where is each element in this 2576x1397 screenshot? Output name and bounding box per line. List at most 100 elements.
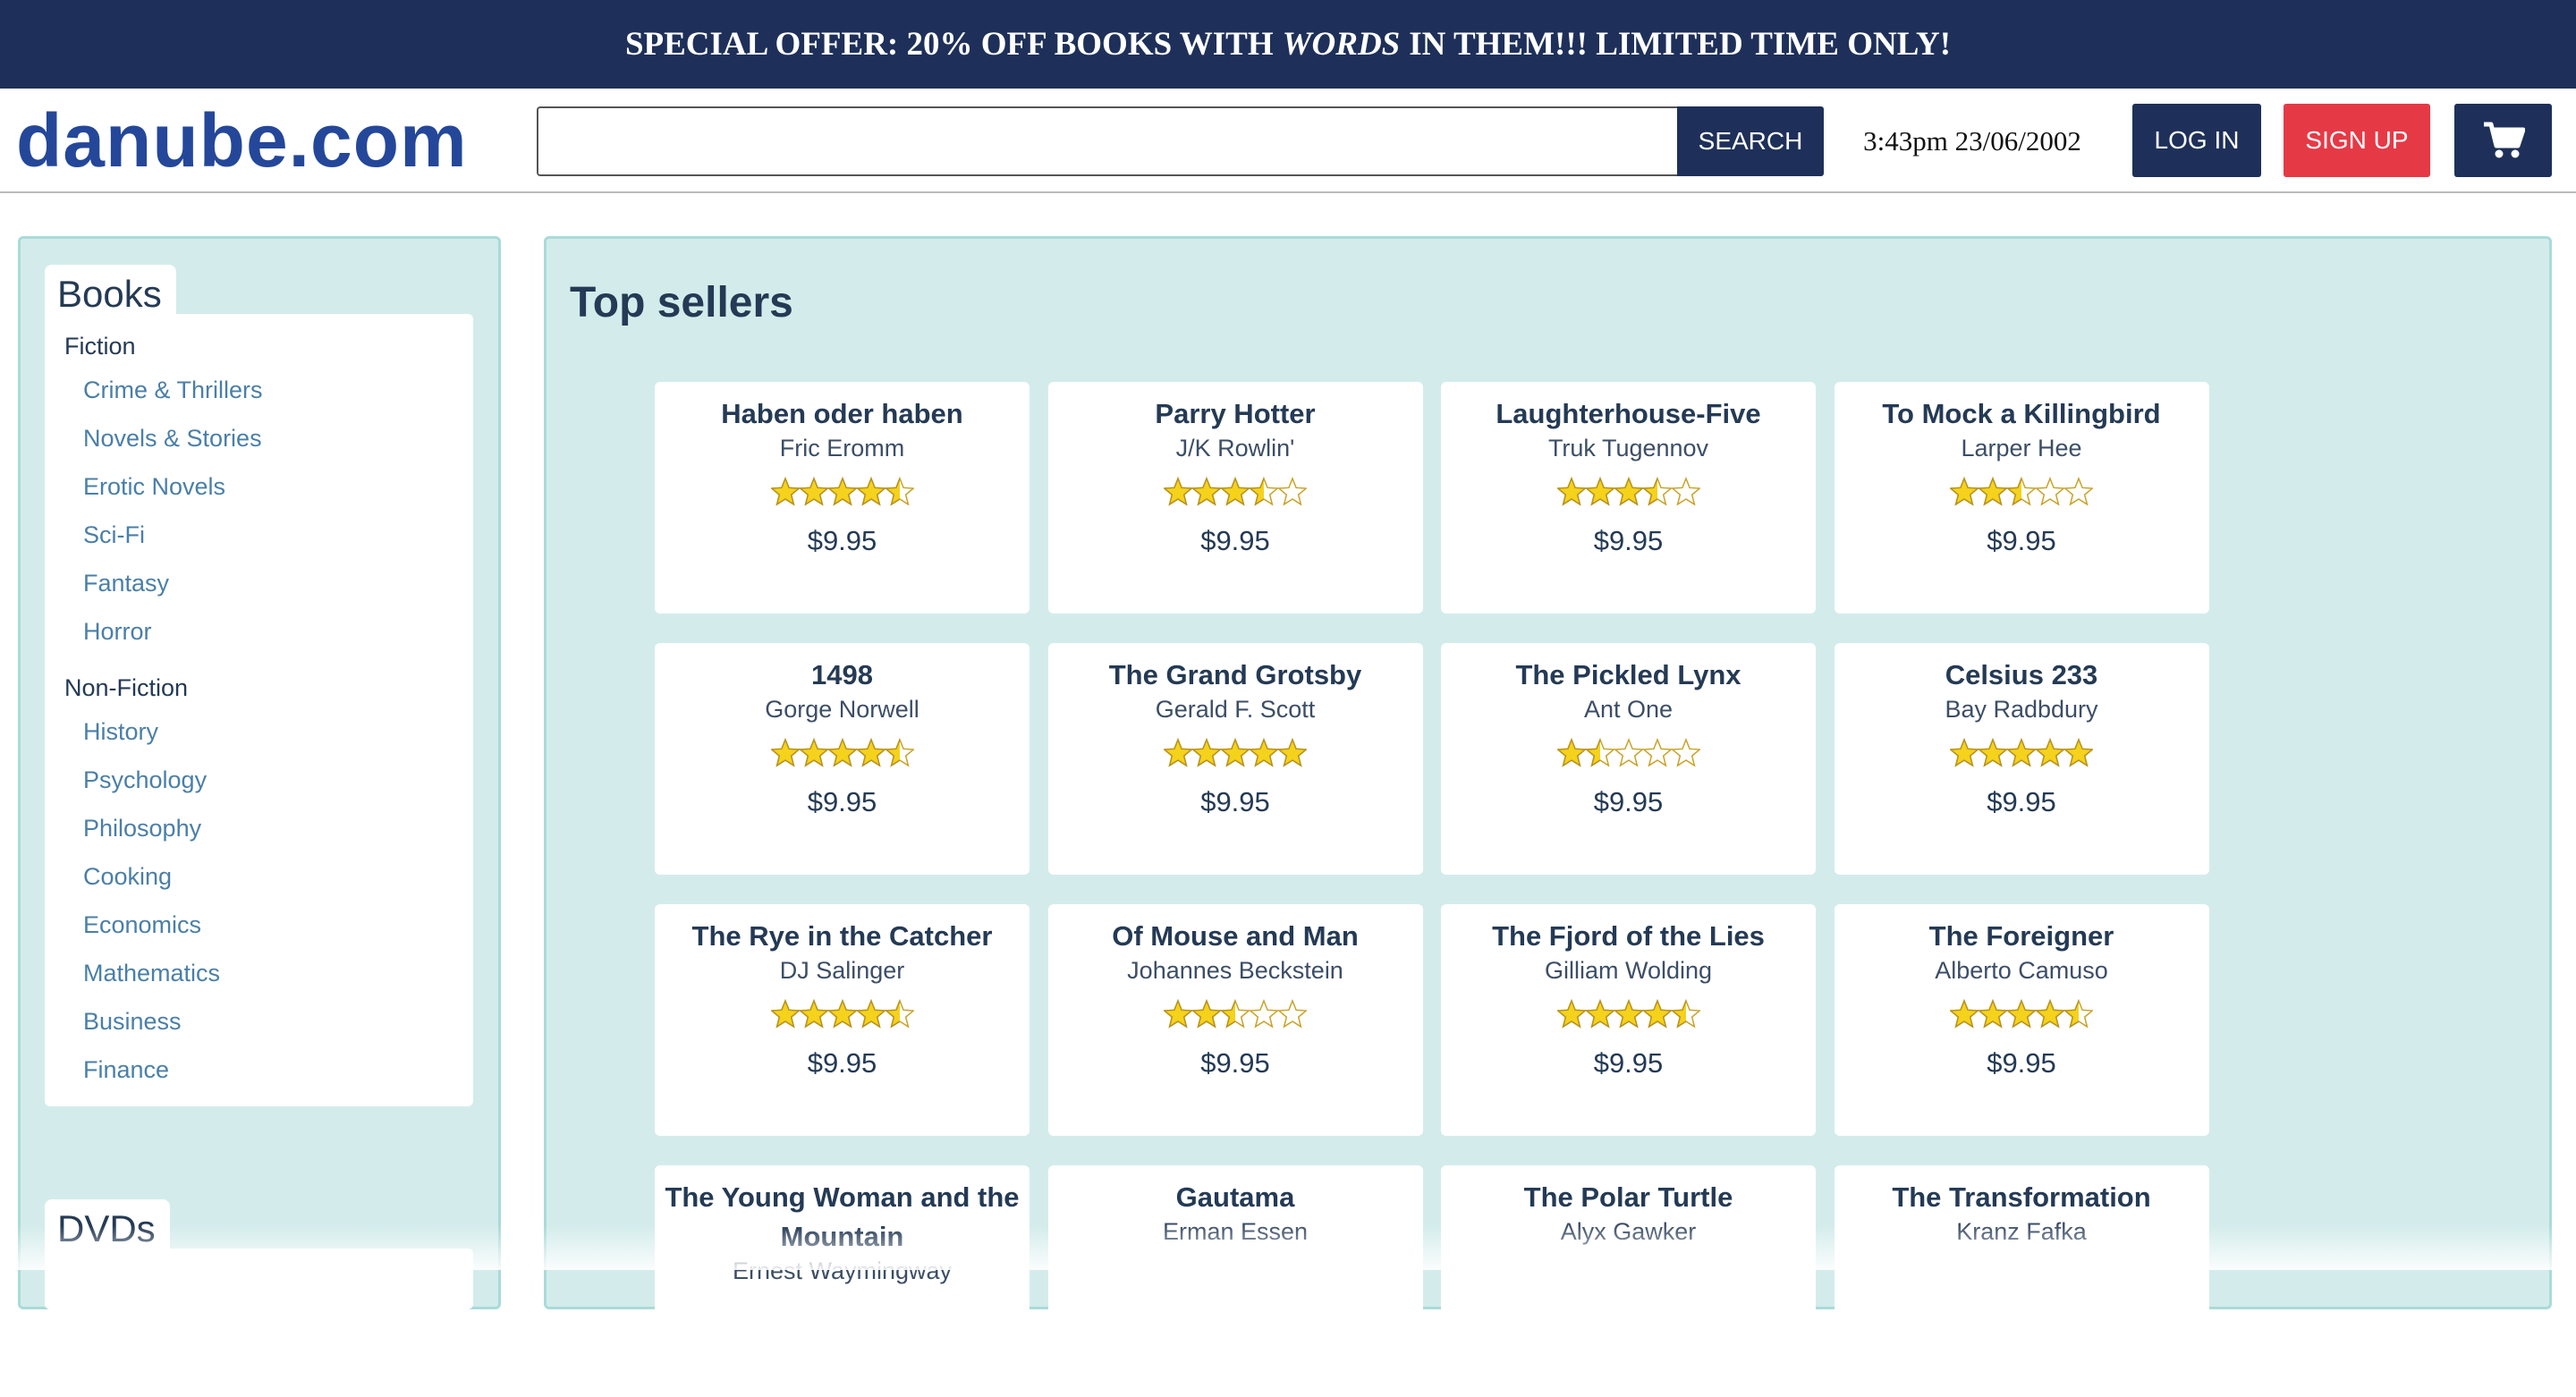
- category-link[interactable]: History: [83, 718, 159, 745]
- banner-emphasis: WORDS: [1282, 26, 1401, 63]
- star-rating: [1556, 738, 1700, 767]
- cart-icon: [2483, 122, 2525, 158]
- book-title[interactable]: The Polar Turtle: [1523, 1181, 1733, 1213]
- book-price: $9.95: [1593, 525, 1664, 556]
- category-link[interactable]: Erotic Novels: [83, 473, 226, 500]
- book-card[interactable]: The TransformationKranz Fafka: [1834, 1165, 2209, 1397]
- star-rating: [770, 477, 914, 506]
- book-title[interactable]: The Fjord of the Lies: [1492, 920, 1765, 952]
- book-card[interactable]: To Mock a Killingbird Larper Hee $9.95: [1834, 382, 2209, 614]
- star-rating: [1556, 999, 1700, 1029]
- star-rating: [770, 999, 914, 1029]
- book-title[interactable]: Haben oder haben: [721, 398, 963, 429]
- category-link[interactable]: Novels & Stories: [83, 425, 262, 452]
- book-card[interactable]: The Rye in the Catcher DJ Salinger $9.95: [655, 904, 1030, 1136]
- book-card[interactable]: The Pickled Lynx Ant One $9.95: [1441, 643, 1816, 875]
- star-rating: [1164, 477, 1307, 506]
- banner-text: SPECIAL OFFER: 20% OFF BOOKS WITH: [624, 26, 1274, 63]
- category-link[interactable]: Finance: [83, 1056, 170, 1083]
- category-tab[interactable]: Books: [45, 265, 176, 314]
- bottom-fade: [0, 1225, 2576, 1270]
- category-list: Fiction Crime & Thrillers Novels & Stories…: [45, 314, 473, 1106]
- book-author: J/K Rowlin': [1175, 435, 1295, 461]
- book-price: $9.95: [1200, 786, 1270, 817]
- book-card[interactable]: The Foreigner Alberto Camuso $9.95: [1834, 904, 2209, 1136]
- star-rating: [1950, 738, 2093, 767]
- book-card[interactable]: Parry Hotter J/K Rowlin' $9.95: [1047, 382, 1423, 614]
- book-card[interactable]: 1498 Gorge Norwell $9.95: [655, 643, 1030, 875]
- rating-fill: [1950, 999, 2079, 1029]
- book-title[interactable]: The Rye in the Catcher: [691, 920, 993, 952]
- category-link[interactable]: Crime & Thrillers: [83, 377, 263, 403]
- book-card[interactable]: The Polar TurtleAlyx Gawker: [1441, 1165, 1816, 1397]
- book-price: $9.95: [1200, 1047, 1270, 1079]
- rating-fill: [1556, 738, 1600, 767]
- rating-fill: [1164, 477, 1264, 506]
- category-link[interactable]: Philosophy: [83, 815, 202, 842]
- sidebar: Books Fiction Crime & Thrillers Novels & St…: [18, 236, 501, 1309]
- book-title[interactable]: Celsius 233: [1945, 659, 2098, 690]
- book-title[interactable]: The Foreigner: [1928, 920, 2114, 952]
- book-author: Gorge Norwell: [765, 696, 919, 723]
- book-author: Ant One: [1583, 696, 1674, 723]
- search-button[interactable]: SEARCH: [1677, 106, 1824, 176]
- category-link[interactable]: Business: [83, 1008, 182, 1035]
- book-title[interactable]: Parry Hotter: [1155, 398, 1316, 429]
- book-card[interactable]: GautamaErman Essen: [1047, 1165, 1423, 1397]
- book-author: Larper Hee: [1961, 435, 2082, 461]
- login-button[interactable]: LOG IN: [2132, 104, 2261, 177]
- book-card[interactable]: The Grand Grotsby Gerald F. Scott $9.95: [1047, 643, 1423, 875]
- header-rule: [0, 191, 2576, 193]
- rating-fill: [1556, 477, 1657, 506]
- book-author: Johannes Beckstein: [1127, 957, 1343, 984]
- book-card[interactable]: Celsius 233 Bay Radbdury $9.95: [1834, 643, 2209, 875]
- banner-text: IN THEM!!! LIMITED TIME ONLY!: [1409, 26, 1952, 63]
- category-group[interactable]: Fiction: [64, 333, 136, 360]
- book-author: DJ Salinger: [779, 957, 905, 984]
- rating-fill: [1164, 738, 1307, 767]
- section-title: Top sellers: [570, 279, 793, 326]
- book-author: Fric Eromm: [779, 435, 905, 461]
- book-author: Alberto Camuso: [1935, 957, 2108, 984]
- cart-button[interactable]: [2454, 104, 2552, 177]
- book-title[interactable]: The Grand Grotsby: [1108, 659, 1362, 690]
- datetime: 3:43pm 23/06/2002: [1863, 125, 2081, 157]
- book-card[interactable]: Haben oder haben Fric Eromm $9.95: [655, 382, 1030, 614]
- book-title[interactable]: 1498: [811, 659, 873, 690]
- book-card[interactable]: The Young Woman and the MountainErnest W…: [655, 1165, 1030, 1397]
- book-author: Bay Radbdury: [1945, 696, 2098, 723]
- rating-fill: [770, 738, 900, 767]
- book-title[interactable]: To Mock a Killingbird: [1882, 398, 2161, 429]
- book-price: $9.95: [1593, 1047, 1664, 1079]
- signup-button[interactable]: SIGN UP: [2284, 104, 2430, 177]
- book-card[interactable]: The Fjord of the Lies Gilliam Wolding $9.9…: [1441, 904, 1816, 1136]
- book-price: $9.95: [1987, 1047, 2056, 1079]
- star-rating: [770, 738, 914, 767]
- star-rating: [1950, 477, 2093, 506]
- category-link[interactable]: Horror: [83, 618, 152, 645]
- book-card[interactable]: Laughterhouse-Five Truk Tugennov $9.95: [1441, 382, 1816, 614]
- book-price: $9.95: [1987, 525, 2056, 556]
- category-link[interactable]: Mathematics: [83, 960, 221, 986]
- promo-banner: SPECIAL OFFER: 20% OFF BOOKS WITH WORDS …: [0, 0, 2576, 89]
- book-title[interactable]: The Pickled Lynx: [1515, 659, 1741, 690]
- book-title[interactable]: Laughterhouse-Five: [1496, 398, 1761, 429]
- main-panel: Top sellers Haben oder haben Fric Eromm $9…: [544, 236, 2552, 1397]
- category-link[interactable]: Psychology: [83, 766, 208, 793]
- category-link[interactable]: Fantasy: [83, 570, 170, 597]
- book-title[interactable]: The Transformation: [1892, 1181, 2151, 1213]
- category-link[interactable]: Economics: [83, 911, 202, 938]
- category-group[interactable]: Non-Fiction: [64, 674, 189, 701]
- rating-fill: [1950, 477, 2021, 506]
- book-card[interactable]: Of Mouse and Man Johannes Beckstein $9.95: [1047, 904, 1423, 1136]
- category-link[interactable]: Sci-Fi: [83, 521, 145, 548]
- star-rating: [1164, 999, 1307, 1029]
- category-link[interactable]: Cooking: [83, 863, 173, 890]
- logo[interactable]: danube.com: [16, 98, 468, 182]
- book-price: $9.95: [807, 1047, 877, 1079]
- book-title[interactable]: Gautama: [1175, 1181, 1295, 1213]
- star-rating: [1556, 477, 1700, 506]
- search-input[interactable]: [537, 106, 1677, 176]
- book-title[interactable]: Of Mouse and Man: [1112, 920, 1359, 952]
- star-rating: [1164, 738, 1307, 767]
